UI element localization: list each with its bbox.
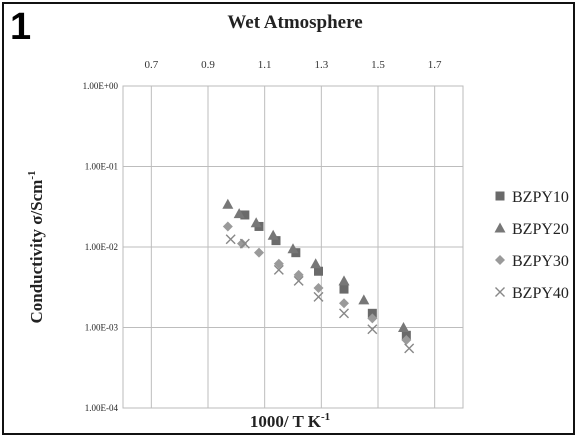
series-bzpy30	[222, 221, 412, 345]
point-bzpy20	[338, 275, 350, 286]
point-bzpy10	[314, 266, 323, 276]
legend-marker-bzpy40	[495, 287, 505, 297]
point-bzpy40	[293, 275, 304, 286]
legend-label-bzpy10: BZPY10	[512, 189, 569, 206]
point-bzpy10	[339, 284, 349, 294]
point-bzpy20	[267, 229, 279, 240]
point-bzpy40	[273, 264, 284, 275]
legend: BZPY10 BZPY20 BZPY30 BZPY40	[494, 189, 569, 302]
legend-item-bzpy10: BZPY10	[495, 189, 569, 206]
point-bzpy30	[273, 258, 284, 269]
x-tick-label: 1.7	[428, 59, 442, 71]
x-axis-label-exponent: -1	[321, 411, 330, 423]
y-axis-label-text: Conductivity σ/Scm	[27, 180, 46, 324]
point-bzpy30	[367, 313, 378, 324]
point-bzpy30	[293, 269, 304, 280]
legend-item-bzpy20: BZPY20	[494, 221, 569, 238]
point-bzpy10	[271, 236, 281, 246]
y-tick-label: 1.00E-02	[85, 242, 118, 252]
point-bzpy20	[398, 322, 409, 332]
panel-label: 1	[10, 6, 32, 48]
point-bzpy40	[313, 291, 324, 302]
data-points	[222, 198, 415, 354]
x-axis-label-text: 1000/ T K	[250, 412, 322, 431]
legend-marker-bzpy20	[494, 222, 506, 233]
y-tick-label: 1.00E-03	[85, 323, 119, 333]
series-bzpy40	[225, 234, 415, 354]
y-tick-labels: 1.00E+00 1.00E-01 1.00E-02 1.00E-03 1.00E-04	[83, 81, 119, 413]
point-bzpy40	[339, 308, 349, 319]
point-bzpy30	[401, 334, 412, 345]
plot-area	[122, 85, 464, 409]
y-tick-label: 1.00E-01	[85, 162, 118, 172]
point-bzpy20	[287, 243, 299, 254]
legend-item-bzpy30: BZPY30	[495, 253, 569, 270]
point-bzpy40	[225, 234, 236, 245]
legend-label-bzpy40: BZPY40	[512, 285, 569, 302]
x-tick-label: 0.9	[201, 59, 215, 71]
point-bzpy40	[239, 238, 250, 249]
point-bzpy20	[358, 294, 370, 305]
point-bzpy30	[313, 282, 324, 293]
point-bzpy30	[222, 221, 233, 232]
y-axis-label: Conductivity σ/Scm-1	[26, 170, 46, 323]
y-tick-label: 1.00E+00	[83, 81, 119, 91]
y-tick-label: 1.00E-04	[85, 403, 119, 413]
point-bzpy30	[339, 298, 349, 309]
x-tick-labels: 0.7 0.9 1.1 1.3 1.5 1.7	[144, 59, 442, 71]
x-tick-label: 1.3	[314, 59, 328, 71]
x-tick-label: 1.5	[371, 59, 385, 71]
legend-marker-bzpy30	[495, 255, 505, 265]
x-tick-label: 1.1	[258, 59, 272, 71]
point-bzpy10	[240, 210, 250, 220]
point-bzpy20	[250, 217, 262, 228]
series-bzpy10	[240, 210, 411, 340]
x-axis-label: 1000/ T K-1	[250, 411, 330, 431]
point-bzpy40	[367, 324, 378, 335]
legend-label-bzpy30: BZPY30	[512, 253, 569, 270]
point-bzpy40	[404, 343, 415, 354]
point-bzpy20	[222, 198, 234, 209]
y-axis-label-exponent: -1	[26, 170, 38, 179]
series-bzpy20	[222, 198, 409, 332]
point-bzpy10	[367, 308, 377, 318]
legend-item-bzpy40: BZPY40	[495, 285, 569, 302]
legend-marker-bzpy10	[495, 191, 505, 201]
point-bzpy20	[310, 258, 322, 269]
legend-label-bzpy20: BZPY20	[512, 221, 569, 238]
chart-title: Wet Atmosphere	[227, 12, 363, 33]
point-bzpy30	[237, 238, 247, 249]
x-tick-label: 0.7	[144, 59, 158, 71]
point-bzpy20	[233, 208, 245, 219]
point-bzpy30	[254, 247, 264, 258]
